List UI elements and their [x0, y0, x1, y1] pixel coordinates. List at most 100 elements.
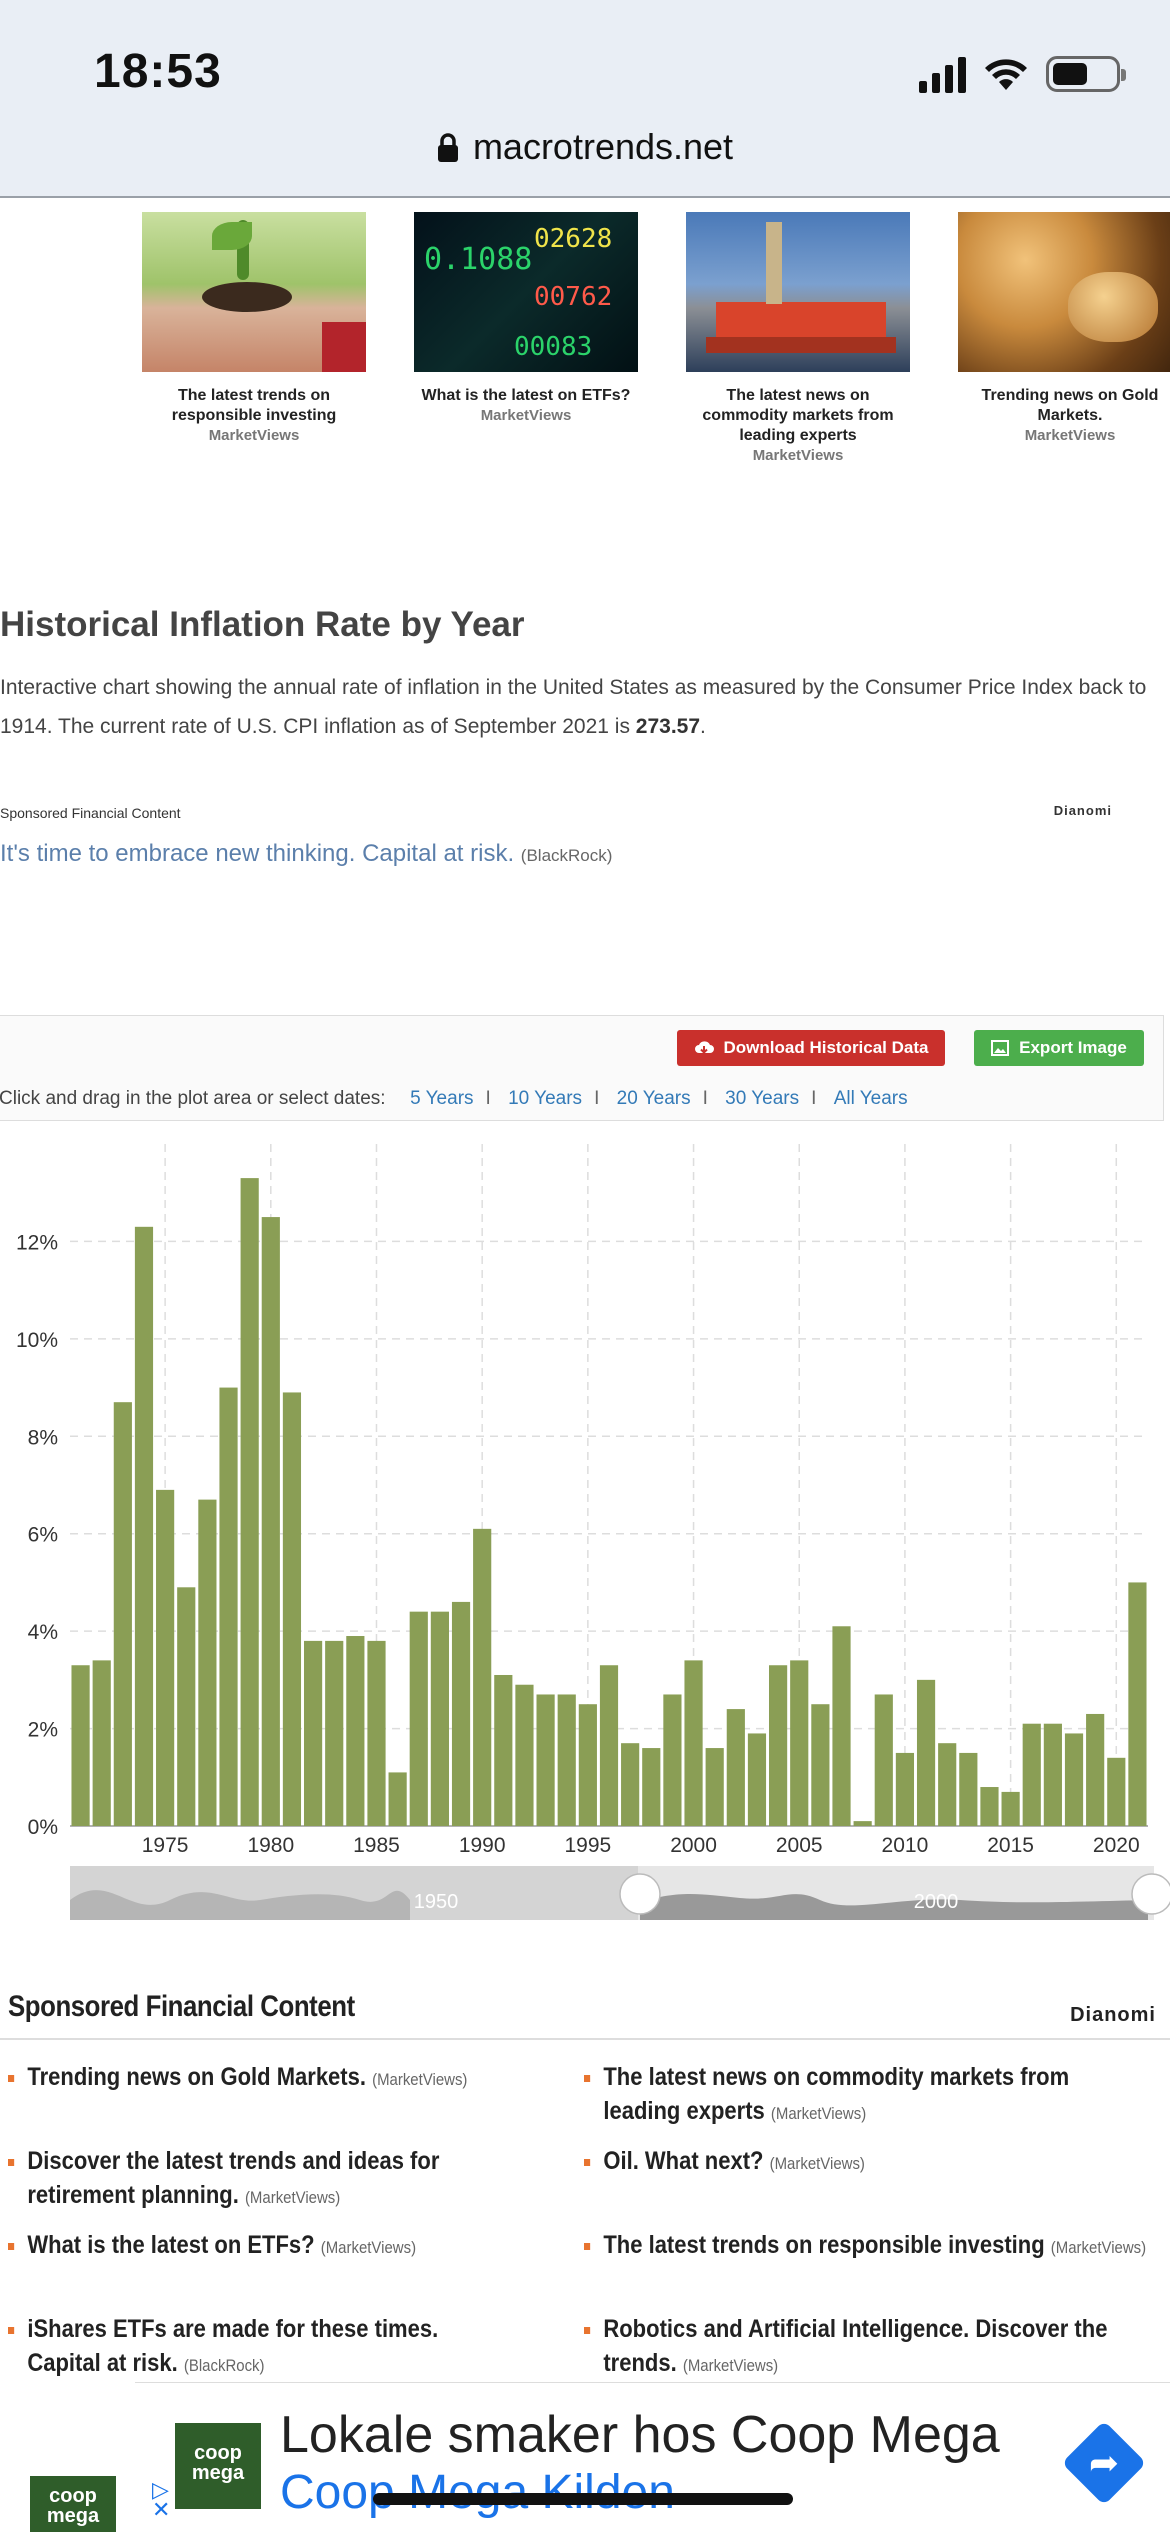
- address-bar[interactable]: macrotrends.net: [0, 126, 1170, 168]
- chart-bar: [494, 1674, 513, 1826]
- arrow-right-icon: ➦: [1088, 2442, 1120, 2483]
- x-tick-label: 1985: [353, 1834, 400, 1857]
- chart-bar: [430, 1611, 449, 1826]
- chart-bar: [177, 1587, 196, 1826]
- page-title: Historical Inflation Rate by Year: [0, 605, 525, 644]
- x-tick-label: 2010: [882, 1834, 929, 1857]
- range-5-years[interactable]: 5 Years: [410, 1088, 474, 1109]
- navigator-label: 1950: [414, 1891, 459, 1913]
- recommended-cards: The latest trends on responsible investi…: [142, 212, 1170, 466]
- x-tick-label: 1980: [247, 1834, 294, 1857]
- chart-bar: [473, 1528, 492, 1826]
- chart-controls: Download Historical Data Export Image Cl…: [0, 1015, 1164, 1121]
- card-title: The latest trends on responsible investi…: [171, 387, 337, 424]
- cpi-value: 273.57: [635, 715, 701, 738]
- chart-bar: [240, 1178, 259, 1826]
- chart-bar: [895, 1752, 915, 1826]
- chart-bar: [790, 1660, 809, 1826]
- sponsored-item[interactable]: Trending news on Gold Markets. (MarketVi…: [8, 2060, 483, 2097]
- card-title: Trending news on Gold Markets.: [981, 387, 1159, 424]
- chart-bar: [599, 1665, 619, 1826]
- coop-mega-logo: coop mega: [175, 2423, 261, 2509]
- chart-bar: [874, 1694, 893, 1826]
- sponsored-section-title: Sponsored Financial Content: [8, 1990, 355, 2023]
- sponsored-item[interactable]: The latest news on commodity markets fro…: [584, 2060, 1121, 2131]
- card-responsible-investing[interactable]: The latest trends on responsible investi…: [142, 212, 366, 466]
- x-tick-label: 2015: [987, 1834, 1034, 1857]
- navigator-handle-left: [619, 1873, 661, 1915]
- chart-bar: [261, 1217, 280, 1826]
- sponsored-item[interactable]: Oil. What next? (MarketViews): [584, 2144, 1121, 2181]
- chart-bar: [663, 1694, 682, 1826]
- sponsored-item-source: (MarketViews): [682, 2356, 779, 2375]
- card-source: MarketViews: [1024, 427, 1116, 444]
- banner-ad[interactable]: coop mega Lokale smaker hos Coop Mega Coo…: [135, 2382, 1170, 2532]
- range-prompt: Click and drag in the plot area or selec…: [0, 1088, 386, 1109]
- card-etfs[interactable]: 0.1088 02628 00762 00083 What is the lat…: [414, 212, 638, 466]
- chart-bar: [557, 1694, 576, 1826]
- card-image-plant: [142, 212, 366, 372]
- y-tick-label: 0%: [28, 1816, 58, 1839]
- export-image-button[interactable]: Export Image: [974, 1030, 1144, 1066]
- x-tick-label: 1975: [142, 1834, 189, 1857]
- y-tick-label: 12%: [16, 1231, 58, 1254]
- download-historical-data-button[interactable]: Download Historical Data: [677, 1030, 945, 1066]
- chart-bar: [451, 1601, 471, 1826]
- x-tick-label: 2000: [670, 1834, 717, 1857]
- status-time: 18:53: [94, 45, 222, 98]
- chart-bar: [1043, 1723, 1062, 1826]
- chart-bar: [747, 1733, 767, 1826]
- chart-bar: [1107, 1757, 1126, 1826]
- range-30-years[interactable]: 30 Years: [725, 1088, 800, 1109]
- range-20-years[interactable]: 20 Years: [616, 1088, 691, 1109]
- sponsored-item[interactable]: What is the latest on ETFs? (MarketViews…: [8, 2228, 483, 2265]
- url-text: macrotrends.net: [472, 126, 734, 167]
- description-end: .: [700, 715, 706, 738]
- chart-bar: [621, 1743, 640, 1826]
- sponsored-item[interactable]: The latest trends on responsible investi…: [584, 2228, 1165, 2265]
- inflation-chart-svg[interactable]: 0% 2% 4% 6% 8% 10% 12% 1975 1980 1985 1990 1995 2000…: [0, 1130, 1170, 1930]
- status-icons: [919, 52, 1126, 96]
- sponsored-item-text: What is the latest on ETFs?: [27, 2231, 315, 2259]
- adchoices-close-icon[interactable]: ▷ ✕: [152, 2477, 171, 2522]
- chart-bar: [346, 1636, 365, 1826]
- card-title: What is the latest on ETFs?: [421, 387, 631, 404]
- sponsored-item[interactable]: iShares ETFs are made for these times. C…: [8, 2312, 501, 2383]
- range-10-years[interactable]: 10 Years: [508, 1088, 583, 1109]
- sponsored-item-source: (MarketViews): [372, 2070, 468, 2089]
- sponsored-item[interactable]: Robotics and Artificial Intelligence. Di…: [584, 2312, 1121, 2383]
- chart-bar: [303, 1640, 323, 1826]
- y-tick-label: 8%: [28, 1426, 58, 1449]
- chart-bar: [684, 1660, 703, 1826]
- chart-bar: [578, 1704, 597, 1826]
- chart-bar: [938, 1743, 957, 1826]
- chart-bar: [156, 1489, 175, 1826]
- x-tick-label: 1990: [459, 1834, 506, 1857]
- browser-top-bar: 18:53 macrotrends.net: [0, 0, 1170, 198]
- sponsored-link[interactable]: It's time to embrace new thinking. Capit…: [0, 840, 612, 868]
- cloud-download-icon: [694, 1041, 714, 1054]
- sponsored-item-text: Robotics and Artificial Intelligence. Di…: [603, 2315, 1108, 2377]
- card-commodity-markets[interactable]: The latest news on commodity markets fro…: [686, 212, 910, 466]
- sponsored-item-source: (MarketViews): [244, 2188, 341, 2207]
- range-all-years[interactable]: All Years: [833, 1088, 908, 1109]
- inflation-chart[interactable]: 0% 2% 4% 6% 8% 10% 12% 1975 1980 1985 1990 1995 2000…: [0, 1130, 1170, 1930]
- chart-bar: [113, 1402, 132, 1826]
- chart-bar: [198, 1499, 217, 1826]
- navigator-label: 2000: [914, 1891, 959, 1913]
- sponsored-item-text: Oil. What next?: [603, 2147, 764, 2175]
- sponsored-item-text: The latest trends on responsible investi…: [603, 2231, 1045, 2259]
- sponsored-item-text: Discover the latest trends and ideas for…: [27, 2147, 440, 2209]
- card-gold-markets[interactable]: Trending news on Gold Markets. MarketVie…: [958, 212, 1170, 466]
- chart-bar: [1086, 1713, 1105, 1826]
- chart-bar: [515, 1684, 534, 1826]
- chart-bar: [832, 1626, 851, 1826]
- logo-line-2: mega: [191, 2462, 245, 2484]
- chart-bar: [536, 1694, 555, 1826]
- chart-bar: [1022, 1723, 1041, 1826]
- sponsored-item[interactable]: Discover the latest trends and ideas for…: [8, 2144, 501, 2215]
- logo-line-2: mega: [46, 2505, 100, 2527]
- chart-bar: [853, 1821, 872, 1826]
- sponsored-link-source: (BlackRock): [520, 846, 613, 865]
- chart-bar: [325, 1640, 344, 1826]
